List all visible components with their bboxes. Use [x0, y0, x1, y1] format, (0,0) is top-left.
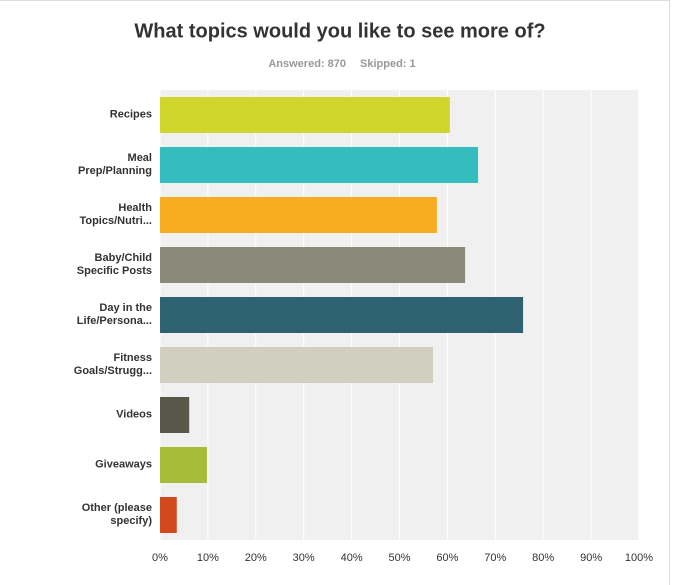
bar [160, 297, 524, 333]
category-label: Health Topics/Nutri... [79, 202, 152, 227]
x-tick-label: 20% [245, 552, 267, 564]
category-label: Recipes [109, 108, 152, 121]
skipped-count: Skipped: 1 [360, 58, 416, 70]
x-tick-label: 30% [293, 552, 315, 564]
bar [160, 97, 450, 133]
x-tick-label: 90% [580, 552, 602, 564]
bar [160, 447, 207, 483]
frame [0, 0, 670, 585]
x-tick-label: 0% [152, 552, 168, 564]
x-tick-label: 10% [197, 552, 219, 564]
x-tick-label: 80% [532, 552, 554, 564]
category-label: Videos [116, 408, 152, 421]
answered-count: Answered: 870 [268, 58, 346, 70]
category-label: Giveaways [95, 458, 152, 471]
x-tick-label: 60% [436, 552, 458, 564]
x-tick-label: 40% [341, 552, 363, 564]
x-tick-label: 70% [484, 552, 506, 564]
bar [160, 247, 466, 283]
category-label: Day in the Life/Persona... [76, 302, 152, 327]
category-label: Baby/Child Specific Posts [76, 252, 152, 277]
x-tick-label: 100% [625, 552, 653, 564]
bar [160, 497, 177, 533]
bar [160, 347, 434, 383]
bar [160, 197, 437, 233]
chart-title: What topics would you like to see more o… [134, 20, 545, 42]
category-label: Fitness Goals/Strugg... [73, 352, 152, 377]
category-label: Meal Prep/Planning [78, 152, 152, 177]
bar [160, 397, 190, 433]
bar [160, 147, 479, 183]
category-label: Other (please specify) [81, 502, 152, 527]
x-tick-label: 50% [388, 552, 410, 564]
